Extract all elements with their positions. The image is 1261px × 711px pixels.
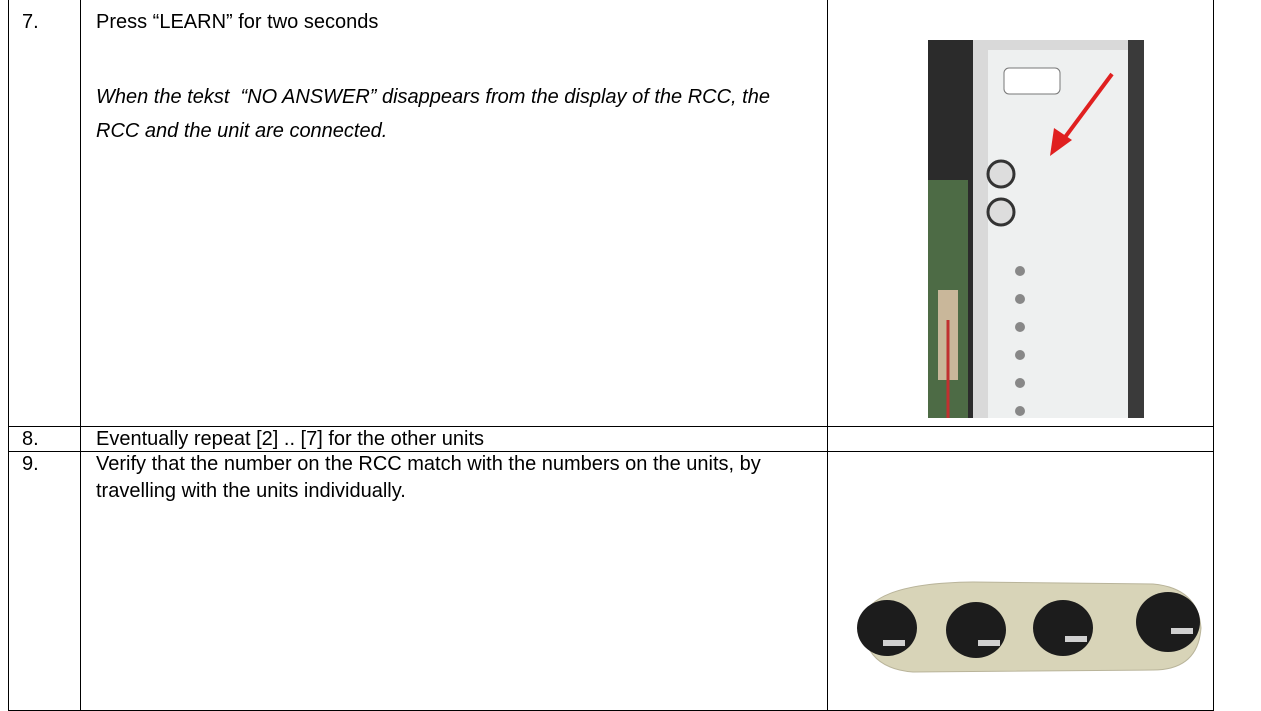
panel-photo [928, 40, 1144, 418]
number-cell [8, 0, 81, 427]
step-number: 7. [22, 11, 39, 33]
instruction: Verify that the number on the RCC match … [96, 453, 761, 502]
step-number: 9. [22, 453, 39, 475]
instruction: Eventually repeat [2] .. [7] for the oth… [96, 428, 484, 450]
leds [1015, 266, 1025, 416]
label-plate [1003, 67, 1061, 95]
number-cell [8, 451, 81, 711]
step-number: 8. [22, 428, 39, 450]
knob-panel [862, 581, 1202, 673]
instruction-cell [80, 0, 828, 427]
arrow-shaft [1058, 72, 1114, 146]
photo-edge [1128, 40, 1144, 418]
knobs-photo [857, 581, 1202, 673]
panel-face [988, 50, 1128, 418]
arrow-head [1050, 128, 1072, 156]
button [986, 159, 1016, 189]
knobs [857, 592, 1200, 658]
note: When the tekst “NO ANSWER” disappears fr… [96, 86, 776, 142]
arrow [1050, 72, 1114, 156]
button [986, 197, 1016, 227]
number-cell [8, 426, 81, 452]
image-cell [827, 426, 1214, 452]
instruction: Press “LEARN” for two seconds [96, 11, 379, 33]
knob-indicators [883, 628, 1193, 646]
